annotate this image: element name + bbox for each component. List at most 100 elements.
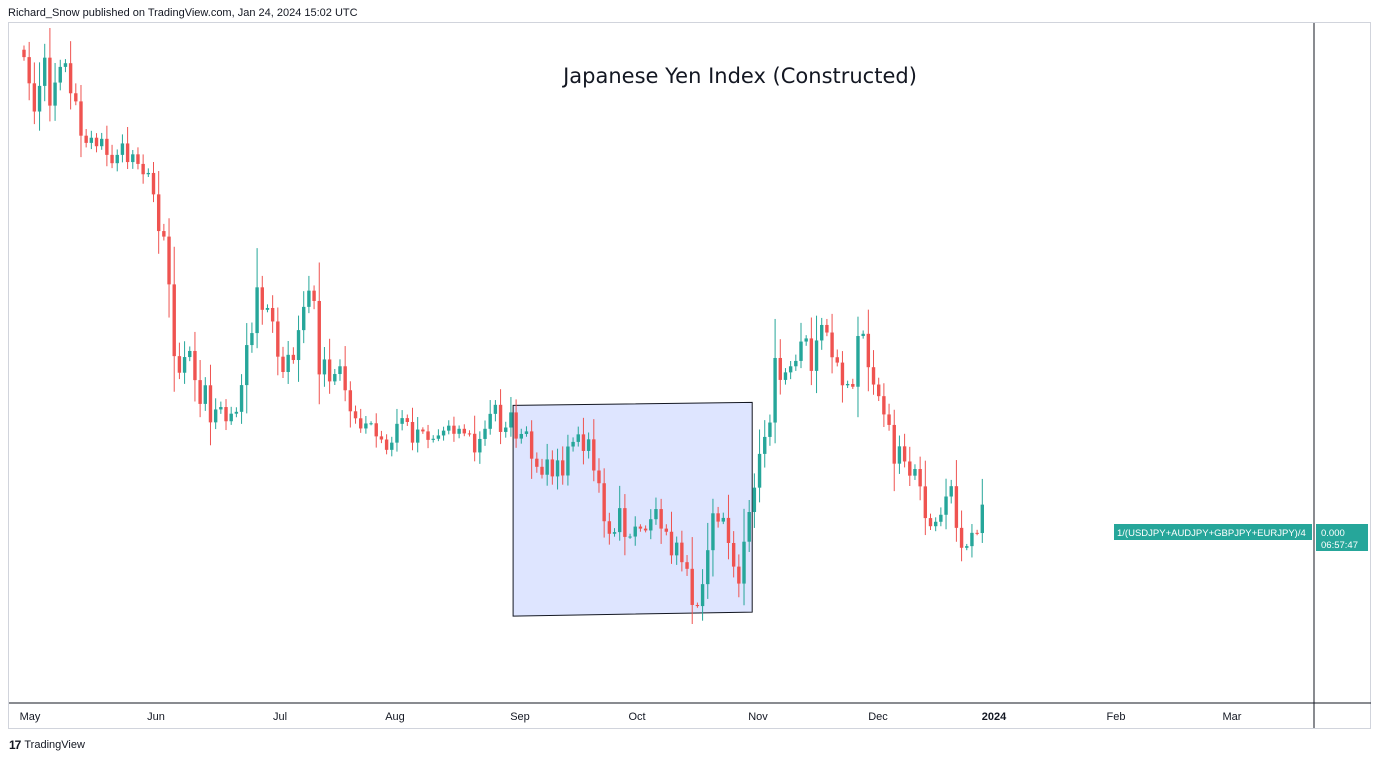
candle	[742, 508, 746, 606]
candle	[970, 524, 974, 558]
candle	[156, 171, 161, 254]
candle-body	[597, 470, 601, 484]
candle	[949, 479, 953, 504]
candle	[851, 378, 855, 389]
last-price-value: 0.000	[1321, 528, 1345, 539]
candle	[327, 338, 332, 394]
candle-body	[763, 436, 767, 454]
candle	[472, 415, 477, 462]
candle	[265, 304, 270, 313]
candle	[353, 405, 358, 424]
candle	[804, 335, 808, 346]
candle	[43, 43, 47, 102]
candle	[400, 410, 404, 431]
candle-body	[535, 458, 539, 467]
x-tick-label: Jun	[147, 711, 165, 723]
chart-frame[interactable]	[8, 22, 1371, 729]
candle	[887, 403, 891, 431]
candle-body	[504, 427, 508, 432]
candle	[540, 458, 544, 479]
candle-body	[348, 390, 353, 412]
publisher-attribution: Richard_Snow published on TradingView.co…	[8, 7, 358, 19]
candle-body	[27, 57, 31, 84]
candle	[897, 435, 902, 474]
candle-body	[820, 324, 824, 341]
candle	[84, 129, 88, 148]
candle	[239, 374, 244, 424]
candle	[768, 414, 772, 446]
candle	[685, 555, 689, 576]
x-tick-label: Dec	[868, 711, 888, 723]
candle	[79, 84, 83, 158]
candle-body	[22, 49, 26, 58]
candle	[913, 464, 917, 480]
candle-body	[390, 442, 394, 450]
candle-body	[276, 321, 280, 357]
candle	[706, 522, 710, 599]
candle-body	[58, 66, 62, 83]
candle-body	[415, 429, 420, 443]
candle	[441, 426, 446, 441]
candle-body	[229, 413, 233, 422]
candle	[291, 347, 296, 364]
series-label-badge[interactable]: 1/(USDJPY+AUDJPY+GBPJPY+EURJPY)/4	[1114, 524, 1312, 540]
candle-body	[115, 154, 119, 164]
candle	[649, 509, 653, 540]
candle-body	[105, 138, 109, 155]
candle	[105, 125, 109, 167]
candle-body	[312, 290, 316, 301]
candle-body	[239, 385, 244, 412]
candle	[270, 295, 275, 333]
candle-body	[768, 422, 772, 437]
candle	[151, 161, 156, 203]
candle-body	[136, 154, 140, 164]
candle	[535, 452, 539, 473]
candle-body	[270, 307, 275, 322]
candle-body	[359, 418, 363, 429]
consolidation-range[interactable]	[512, 401, 753, 617]
candle-body	[944, 496, 948, 515]
candle	[659, 498, 663, 544]
candle-body	[493, 404, 498, 414]
candle-body	[177, 356, 182, 373]
candle	[545, 443, 549, 486]
last-price-badge[interactable]: 0.000 06:57:47	[1316, 524, 1368, 551]
candle	[633, 516, 637, 546]
candle	[716, 506, 720, 528]
candle	[348, 381, 353, 428]
candle	[63, 59, 68, 73]
last-price-background	[1316, 524, 1368, 551]
candle	[726, 494, 731, 560]
tradingview-logo[interactable]: 17 TradingView	[9, 738, 85, 752]
candle-body	[156, 194, 161, 232]
candle-body	[203, 385, 207, 404]
candle	[374, 413, 378, 448]
candle-body	[43, 57, 47, 86]
candle-body	[799, 341, 803, 361]
candlestick-chart[interactable]: May Jun Jul Aug Sep Oct Nov Dec 2024 Feb Mar Japan…	[0, 0, 1380, 730]
candle-body	[307, 290, 311, 307]
candle-body	[612, 532, 617, 534]
candle-body	[286, 354, 290, 372]
candle-body	[467, 433, 472, 435]
candle	[809, 317, 814, 386]
candle-body	[374, 423, 378, 437]
candle-body	[125, 143, 130, 163]
candle-body	[933, 521, 938, 527]
candle-body	[151, 172, 156, 195]
candle	[395, 408, 399, 452]
candle	[877, 377, 881, 402]
candle	[882, 383, 886, 428]
candle	[431, 435, 435, 443]
candle-body	[576, 434, 580, 442]
x-tick-label: Mar	[1223, 711, 1242, 723]
candle-body	[980, 504, 984, 534]
candle-body	[840, 362, 845, 386]
candle	[219, 401, 223, 414]
candle	[866, 309, 871, 392]
consolidation-box[interactable]	[512, 401, 753, 617]
candle	[669, 511, 674, 564]
candle-body	[778, 357, 782, 380]
candle-body	[618, 508, 622, 533]
candle	[467, 430, 472, 437]
